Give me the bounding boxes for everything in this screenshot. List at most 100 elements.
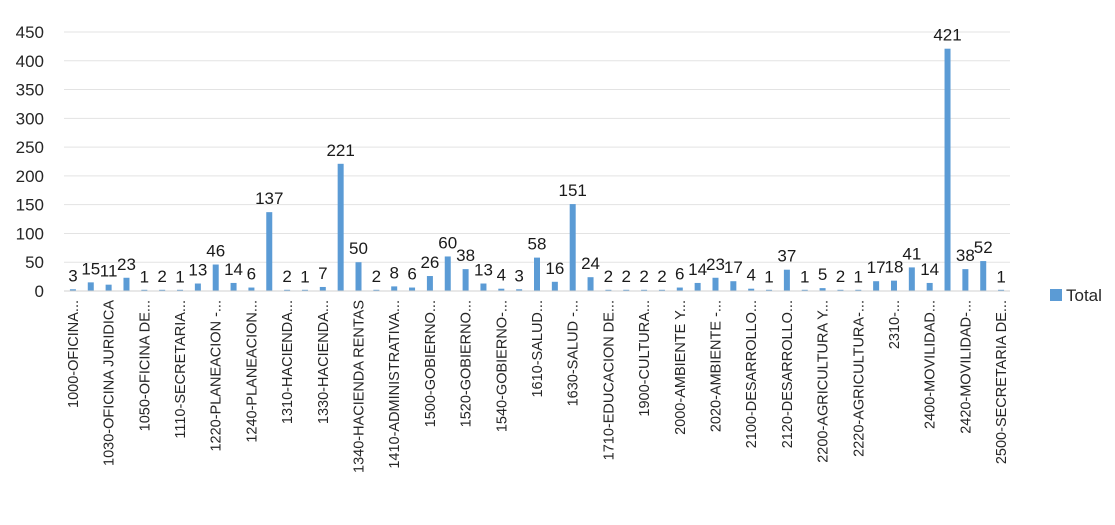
legend: Total [1050, 286, 1102, 305]
data-label: 6 [247, 265, 256, 284]
data-label: 17 [867, 258, 886, 277]
legend-swatch [1050, 289, 1062, 301]
data-label: 2 [604, 267, 613, 286]
x-tick-label: 1540-GOBIERNO-... [494, 300, 510, 432]
bar [498, 288, 505, 291]
x-tick-label: 2200-AGRICULTURA Y... [816, 300, 832, 463]
bar [855, 289, 862, 291]
bar [766, 289, 773, 291]
data-label: 23 [706, 255, 725, 274]
data-label: 1 [300, 267, 309, 286]
data-label: 11 [100, 262, 118, 281]
y-tick-label: 400 [16, 52, 44, 71]
x-tick-label: 1340-HACIENDA RENTAS [352, 300, 368, 473]
bar [908, 267, 915, 291]
data-label: 16 [545, 259, 564, 278]
x-tick-label: 2100-DESARROLLO... [744, 300, 760, 448]
data-label: 60 [438, 233, 457, 252]
data-label: 14 [920, 260, 939, 279]
bar [426, 276, 433, 291]
gridlines [64, 31, 1010, 263]
data-label: 23 [117, 255, 136, 274]
bar [319, 286, 326, 291]
x-tick-label: 2500-SECRETARIA DE... [994, 300, 1010, 464]
bar [658, 289, 665, 291]
bar [641, 289, 648, 291]
bar [123, 277, 130, 291]
data-label: 1 [854, 267, 863, 286]
bar [998, 289, 1005, 291]
bar [284, 289, 291, 291]
bar [480, 283, 487, 291]
x-tick-label: 1050-OFICINA DE... [137, 300, 153, 431]
data-label: 1 [140, 267, 149, 286]
data-label: 17 [724, 258, 743, 277]
x-axis-ticks: 1000-OFICINA... 1030-OFICINA JURIDICA 1050… [66, 300, 1010, 473]
x-tick-label: 2020-AMBIENTE -... [708, 300, 724, 432]
x-tick-label: 1520-GOBIERNO... [459, 300, 475, 427]
bar [801, 289, 808, 291]
bars [69, 48, 1005, 291]
bar [462, 269, 469, 291]
x-tick-label: 2220-AGRICULTURA-... [851, 300, 867, 457]
bar [409, 287, 416, 291]
bar [266, 212, 273, 291]
data-label: 5 [818, 265, 827, 284]
bar [301, 289, 308, 291]
bar [212, 264, 219, 291]
x-tick-label: 1110-SECRETARIA... [173, 300, 189, 439]
bar [105, 284, 112, 291]
bar [87, 282, 94, 291]
data-label: 2 [372, 267, 381, 286]
data-label: 14 [224, 260, 243, 279]
y-tick-label: 150 [16, 196, 44, 215]
x-tick-label: 2400-MOVILIDAD... [923, 300, 939, 429]
data-label: 4 [497, 266, 506, 285]
data-label: 3 [514, 266, 523, 285]
y-tick-label: 300 [16, 109, 44, 128]
data-label: 18 [885, 258, 904, 277]
bar [141, 289, 148, 291]
x-tick-label: 1630-SALUD -... [566, 300, 582, 406]
y-tick-label: 200 [16, 167, 44, 186]
y-tick-label: 250 [16, 138, 44, 157]
y-tick-label: 350 [16, 81, 44, 100]
bar [587, 277, 594, 291]
data-label: 13 [188, 261, 207, 280]
data-label: 421 [933, 26, 961, 45]
data-label: 52 [974, 238, 993, 257]
data-label: 37 [777, 247, 796, 266]
data-label: 24 [581, 254, 600, 273]
data-label: 2 [622, 267, 631, 286]
bar [944, 48, 951, 291]
x-tick-label: 2310-... [887, 300, 903, 349]
y-tick-label: 100 [16, 224, 44, 243]
x-tick-label: 1310-HACIENDA... [280, 300, 296, 424]
data-label: 50 [349, 239, 368, 258]
data-label: 2 [657, 267, 666, 286]
data-label: 46 [206, 242, 225, 261]
bar [748, 288, 755, 291]
data-label: 6 [407, 265, 416, 284]
bar [694, 282, 701, 291]
data-label: 1 [800, 267, 809, 286]
bar [444, 256, 451, 291]
data-label: 4 [746, 266, 755, 285]
data-label: 137 [255, 189, 283, 208]
bar [926, 282, 933, 291]
y-tick-label: 0 [35, 282, 44, 301]
bar [605, 289, 612, 291]
x-tick-label: 1410-ADMINISTRATIVA... [387, 300, 403, 469]
data-label: 58 [528, 235, 547, 254]
data-label: 221 [326, 141, 354, 160]
data-label: 3 [68, 266, 77, 285]
x-tick-label: 1710-EDUCACION DE... [601, 300, 617, 460]
data-label: 15 [81, 259, 100, 278]
bar [248, 287, 255, 291]
bar [177, 289, 184, 291]
data-label: 6 [675, 265, 684, 284]
data-label: 41 [902, 244, 921, 263]
bar [534, 257, 540, 291]
legend-label-total: Total [1066, 286, 1102, 305]
